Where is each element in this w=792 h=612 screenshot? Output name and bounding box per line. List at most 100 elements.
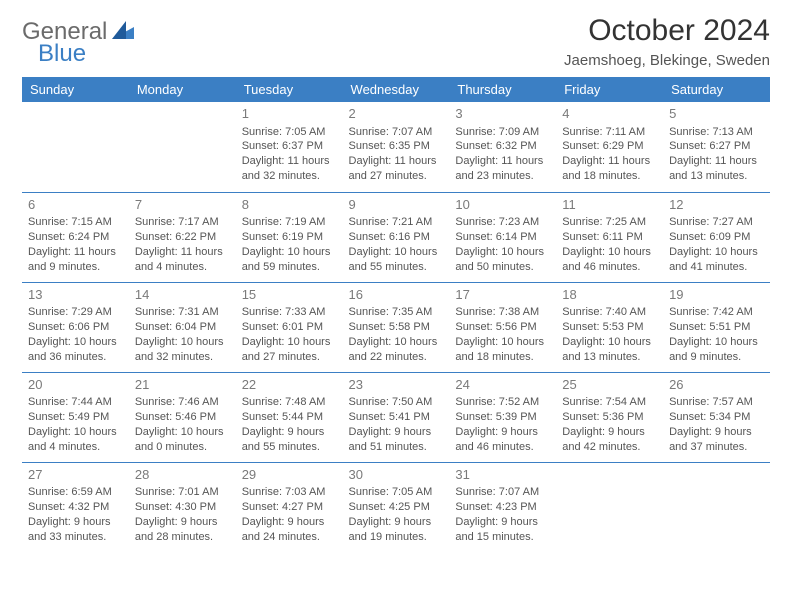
sunrise-line: Sunrise: 7:35 AM xyxy=(349,305,444,320)
sunset-line: Sunset: 6:11 PM xyxy=(562,230,657,245)
sunrise-line: Sunrise: 7:25 AM xyxy=(562,215,657,230)
calendar-cell: 9Sunrise: 7:21 AMSunset: 6:16 PMDaylight… xyxy=(343,192,450,282)
daylight-line: Daylight: 10 hours and 36 minutes. xyxy=(28,335,123,365)
sunrise-line: Sunrise: 7:44 AM xyxy=(28,395,123,410)
daylight-line: Daylight: 10 hours and 13 minutes. xyxy=(562,335,657,365)
calendar-cell: 24Sunrise: 7:52 AMSunset: 5:39 PMDayligh… xyxy=(449,372,556,462)
calendar-cell: 16Sunrise: 7:35 AMSunset: 5:58 PMDayligh… xyxy=(343,282,450,372)
sunset-line: Sunset: 6:22 PM xyxy=(135,230,230,245)
daylight-line: Daylight: 11 hours and 9 minutes. xyxy=(28,245,123,275)
daylight-line: Daylight: 9 hours and 28 minutes. xyxy=(135,515,230,545)
sunrise-line: Sunrise: 7:17 AM xyxy=(135,215,230,230)
sunset-line: Sunset: 5:58 PM xyxy=(349,320,444,335)
sunset-line: Sunset: 4:30 PM xyxy=(135,500,230,515)
calendar-row: 20Sunrise: 7:44 AMSunset: 5:49 PMDayligh… xyxy=(22,372,770,462)
sunrise-line: Sunrise: 7:07 AM xyxy=(455,485,550,500)
sunrise-line: Sunrise: 7:48 AM xyxy=(242,395,337,410)
day-number: 21 xyxy=(135,376,230,394)
logo-mark-icon xyxy=(112,21,134,44)
day-number: 29 xyxy=(242,466,337,484)
sunset-line: Sunset: 6:16 PM xyxy=(349,230,444,245)
weekday-header: Saturday xyxy=(663,77,770,102)
daylight-line: Daylight: 11 hours and 4 minutes. xyxy=(135,245,230,275)
calendar-cell: 31Sunrise: 7:07 AMSunset: 4:23 PMDayligh… xyxy=(449,462,556,552)
sunset-line: Sunset: 6:06 PM xyxy=(28,320,123,335)
day-number: 15 xyxy=(242,286,337,304)
sunset-line: Sunset: 6:24 PM xyxy=(28,230,123,245)
sunset-line: Sunset: 6:29 PM xyxy=(562,139,657,154)
calendar-cell: 13Sunrise: 7:29 AMSunset: 6:06 PMDayligh… xyxy=(22,282,129,372)
calendar-cell xyxy=(22,102,129,192)
calendar-cell: 6Sunrise: 7:15 AMSunset: 6:24 PMDaylight… xyxy=(22,192,129,282)
sunrise-line: Sunrise: 7:11 AM xyxy=(562,125,657,140)
daylight-line: Daylight: 9 hours and 55 minutes. xyxy=(242,425,337,455)
title-block: October 2024 Jaemshoeg, Blekinge, Sweden xyxy=(564,14,770,69)
daylight-line: Daylight: 10 hours and 55 minutes. xyxy=(349,245,444,275)
sunrise-line: Sunrise: 7:15 AM xyxy=(28,215,123,230)
calendar-cell xyxy=(556,462,663,552)
day-number: 26 xyxy=(669,376,764,394)
weekday-header: Sunday xyxy=(22,77,129,102)
sunrise-line: Sunrise: 7:40 AM xyxy=(562,305,657,320)
sunset-line: Sunset: 5:39 PM xyxy=(455,410,550,425)
calendar-cell: 10Sunrise: 7:23 AMSunset: 6:14 PMDayligh… xyxy=(449,192,556,282)
logo-text-blue: Blue xyxy=(38,40,86,67)
weekday-header: Monday xyxy=(129,77,236,102)
sunrise-line: Sunrise: 7:19 AM xyxy=(242,215,337,230)
sunrise-line: Sunrise: 7:09 AM xyxy=(455,125,550,140)
sunset-line: Sunset: 4:25 PM xyxy=(349,500,444,515)
day-number: 12 xyxy=(669,196,764,214)
daylight-line: Daylight: 10 hours and 41 minutes. xyxy=(669,245,764,275)
weekday-header: Friday xyxy=(556,77,663,102)
day-number: 16 xyxy=(349,286,444,304)
day-number: 13 xyxy=(28,286,123,304)
page-header: General October 2024 Jaemshoeg, Blekinge… xyxy=(22,14,770,69)
sunset-line: Sunset: 6:09 PM xyxy=(669,230,764,245)
sunset-line: Sunset: 5:44 PM xyxy=(242,410,337,425)
calendar-cell xyxy=(129,102,236,192)
daylight-line: Daylight: 11 hours and 27 minutes. xyxy=(349,154,444,184)
day-number: 3 xyxy=(455,105,550,123)
sunset-line: Sunset: 5:34 PM xyxy=(669,410,764,425)
weekday-header: Thursday xyxy=(449,77,556,102)
weekday-header: Wednesday xyxy=(343,77,450,102)
month-title: October 2024 xyxy=(564,14,770,48)
sunrise-line: Sunrise: 7:03 AM xyxy=(242,485,337,500)
calendar-cell: 23Sunrise: 7:50 AMSunset: 5:41 PMDayligh… xyxy=(343,372,450,462)
sunset-line: Sunset: 4:32 PM xyxy=(28,500,123,515)
day-number: 1 xyxy=(242,105,337,123)
sunset-line: Sunset: 5:36 PM xyxy=(562,410,657,425)
day-number: 24 xyxy=(455,376,550,394)
logo-text-blue-wrap: Blue xyxy=(38,40,86,68)
calendar-cell: 5Sunrise: 7:13 AMSunset: 6:27 PMDaylight… xyxy=(663,102,770,192)
sunset-line: Sunset: 6:27 PM xyxy=(669,139,764,154)
sunset-line: Sunset: 6:37 PM xyxy=(242,139,337,154)
day-number: 5 xyxy=(669,105,764,123)
calendar-cell: 3Sunrise: 7:09 AMSunset: 6:32 PMDaylight… xyxy=(449,102,556,192)
sunrise-line: Sunrise: 7:21 AM xyxy=(349,215,444,230)
daylight-line: Daylight: 10 hours and 50 minutes. xyxy=(455,245,550,275)
weekday-header: Tuesday xyxy=(236,77,343,102)
daylight-line: Daylight: 10 hours and 27 minutes. xyxy=(242,335,337,365)
sunrise-line: Sunrise: 7:05 AM xyxy=(349,485,444,500)
daylight-line: Daylight: 11 hours and 18 minutes. xyxy=(562,154,657,184)
calendar-cell: 28Sunrise: 7:01 AMSunset: 4:30 PMDayligh… xyxy=(129,462,236,552)
location-text: Jaemshoeg, Blekinge, Sweden xyxy=(564,52,770,69)
daylight-line: Daylight: 11 hours and 32 minutes. xyxy=(242,154,337,184)
calendar-cell: 25Sunrise: 7:54 AMSunset: 5:36 PMDayligh… xyxy=(556,372,663,462)
day-number: 28 xyxy=(135,466,230,484)
sunrise-line: Sunrise: 6:59 AM xyxy=(28,485,123,500)
calendar-cell: 30Sunrise: 7:05 AMSunset: 4:25 PMDayligh… xyxy=(343,462,450,552)
sunrise-line: Sunrise: 7:33 AM xyxy=(242,305,337,320)
calendar-cell: 26Sunrise: 7:57 AMSunset: 5:34 PMDayligh… xyxy=(663,372,770,462)
sunrise-line: Sunrise: 7:01 AM xyxy=(135,485,230,500)
calendar-cell xyxy=(663,462,770,552)
sunrise-line: Sunrise: 7:50 AM xyxy=(349,395,444,410)
sunset-line: Sunset: 5:41 PM xyxy=(349,410,444,425)
daylight-line: Daylight: 10 hours and 22 minutes. xyxy=(349,335,444,365)
sunset-line: Sunset: 4:23 PM xyxy=(455,500,550,515)
calendar-cell: 22Sunrise: 7:48 AMSunset: 5:44 PMDayligh… xyxy=(236,372,343,462)
sunrise-line: Sunrise: 7:57 AM xyxy=(669,395,764,410)
calendar-body: 1Sunrise: 7:05 AMSunset: 6:37 PMDaylight… xyxy=(22,102,770,552)
calendar-row: 6Sunrise: 7:15 AMSunset: 6:24 PMDaylight… xyxy=(22,192,770,282)
